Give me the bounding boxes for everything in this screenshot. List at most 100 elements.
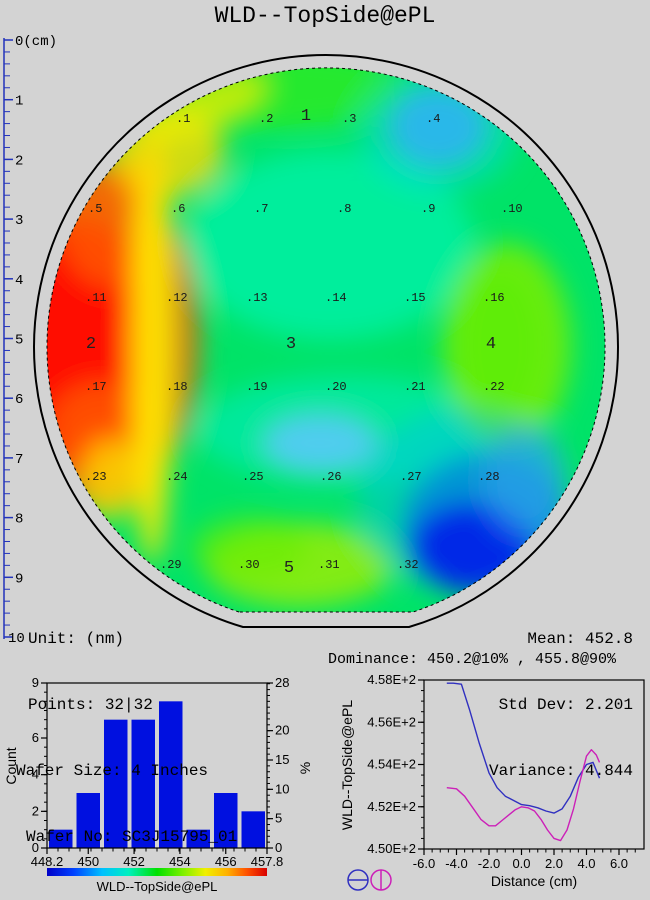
measurement-point-label: .25 — [242, 470, 264, 484]
profile-x-tick: -4.0 — [445, 856, 467, 871]
hist-left-tick: 9 — [32, 675, 39, 690]
measurement-point-label: .27 — [400, 470, 422, 484]
profile-x-tick: -6.0 — [413, 856, 435, 871]
measurement-point-label: .28 — [478, 470, 500, 484]
vertical-diameter-scan-icon — [370, 869, 392, 891]
histogram-bar — [241, 811, 265, 848]
stat-unit: Unit: (nm) — [28, 630, 125, 648]
hist-left-tick: 0 — [32, 840, 39, 855]
wafer-point-labels: .1 .2 .3 .4 .5 .6 .7 .8 .9 .10 .11 .12 .13 .14 .15 .16.… — [85, 107, 523, 578]
hist-right-tick: 0 — [275, 840, 282, 855]
hist-x-tick: 457.8 — [251, 854, 284, 869]
ruler-label: 10 — [8, 631, 25, 647]
measurement-point-label: .6 — [171, 202, 185, 216]
region-label: 1 — [301, 107, 311, 126]
stat-mean: Mean: 452.8 — [527, 630, 633, 648]
ruler-axis-cm: 0(cm) 1 2 3 4 5 6 7 8 9 10 — [3, 34, 57, 647]
histogram-bar — [131, 719, 155, 848]
measurement-point-label: .2 — [259, 112, 273, 126]
region-label: 3 — [286, 335, 296, 354]
ruler-label: 7 — [15, 452, 23, 468]
wafer-outline — [33, 54, 619, 628]
measurement-point-label: .4 — [426, 112, 440, 126]
profile-y-tick: 4.56E+2 — [367, 714, 416, 729]
measurement-point-label: .10 — [501, 202, 523, 216]
measurement-point-label: .11 — [85, 291, 107, 305]
wafer-contour-map: .1 .2 .3 .4 .5 .6 .7 .8 .9 .10 .11 .12 .13 .14 .15 .16.… — [33, 54, 619, 628]
measurement-point-label: .19 — [246, 380, 268, 394]
measurement-point-label: .9 — [421, 202, 435, 216]
stat-points: Points: 32|32 — [28, 696, 153, 714]
measurement-point-label: .12 — [166, 291, 188, 305]
measurement-point-label: .18 — [166, 380, 188, 394]
color-scale-label: WLD--TopSide@ePL — [97, 879, 218, 894]
color-scale-bar — [47, 868, 267, 876]
stat-variance: Variance: 4.844 — [488, 762, 633, 780]
hist-x-tick: 454 — [169, 854, 191, 869]
horizontal-diameter-scan-icon — [347, 869, 369, 891]
measurement-point-label: .1 — [176, 112, 190, 126]
measurement-point-label: .5 — [88, 202, 102, 216]
region-label: 4 — [486, 335, 496, 354]
profile-series-horizontal-diameter-scan — [446, 682, 601, 814]
wafer-data-boundary — [46, 67, 606, 613]
hist-right-tick: 5 — [275, 811, 282, 826]
ruler-label: 8 — [15, 512, 23, 528]
histogram-bar — [49, 829, 73, 848]
profile-x-tick: 2.0 — [545, 856, 563, 871]
measurement-point-label: .31 — [318, 558, 340, 572]
hist-left-tick: 2 — [32, 803, 39, 818]
profile-y-tick: 4.50E+2 — [367, 841, 416, 856]
profile-x-tick: 0.0 — [512, 856, 530, 871]
profile-ylabel: WLD--TopSide@ePL — [339, 700, 355, 830]
page-title: WLD--TopSide@ePL — [214, 3, 436, 29]
stat-dominance: Dominance: 450.2@10% , 455.8@90% — [328, 651, 617, 668]
stats-left-block: Unit: (nm) Points: 32|32 Wafer Size: 4 I… — [0, 584, 237, 870]
histogram-bar — [104, 719, 128, 848]
measurement-point-label: .30 — [238, 558, 260, 572]
measurement-point-label: .15 — [404, 291, 426, 305]
hist-x-tick: 456 — [215, 854, 237, 869]
ruler-label: 3 — [15, 213, 23, 229]
profile-x-tick: 4.0 — [577, 856, 595, 871]
profile-x-tick: 6.0 — [610, 856, 628, 871]
measurement-point-label: .14 — [325, 291, 347, 305]
ruler-label: 2 — [15, 153, 23, 169]
profile-xlabel: Distance (cm) — [491, 873, 577, 889]
hist-right-tick: 10 — [275, 781, 289, 796]
ruler-label: 6 — [15, 392, 23, 408]
measurement-point-label: .22 — [483, 380, 505, 394]
profile-x-tick: -2.0 — [478, 856, 500, 871]
measurement-point-label: .26 — [320, 470, 342, 484]
ruler-label: 9 — [15, 571, 23, 587]
hist-ylabel: Count — [3, 747, 19, 784]
stat-std-dev: Std Dev: 2.201 — [498, 696, 633, 714]
stats-right-block: Mean: 452.8 Std Dev: 2.201 Variance: 4.8… — [489, 584, 633, 804]
region-label: 5 — [284, 559, 294, 578]
measurement-point-label: .21 — [404, 380, 426, 394]
histogram-bar — [76, 793, 100, 848]
measurement-point-label: .32 — [397, 558, 419, 572]
measurement-point-label: .17 — [85, 380, 107, 394]
measurement-point-label: .13 — [246, 291, 268, 305]
measurement-point-label: .7 — [254, 202, 268, 216]
measurement-point-label: .24 — [166, 470, 188, 484]
histogram-bar — [186, 829, 210, 848]
stat-wafer-no: Wafer No: SC3J15795_01 — [26, 828, 238, 846]
hist-right-tick: 20 — [275, 723, 289, 738]
histogram-bar — [214, 793, 238, 848]
measurement-point-label: .3 — [342, 112, 356, 126]
profile-y-tick: 4.54E+2 — [367, 757, 416, 772]
profile-line-chart: 4.50E+24.52E+24.54E+24.56E+24.58E+2-6.0-… — [339, 672, 645, 889]
region-label: 2 — [86, 335, 96, 354]
stat-wafer-size: Wafer Size: 4 Inches — [16, 762, 209, 780]
measurement-point-label: .29 — [160, 558, 182, 572]
profile-series-vertical-diameter-scan — [446, 749, 601, 842]
measurement-point-label: .20 — [325, 380, 347, 394]
ruler-label: 0(cm) — [15, 34, 57, 50]
hist-right-tick: 15 — [275, 752, 289, 767]
histogram-chart: 0 2 4 6 9 0 5 10 15 20 28 448.2 450 452 454 456 457.8 Cou… — [3, 675, 313, 894]
ruler-label: 5 — [15, 333, 23, 349]
